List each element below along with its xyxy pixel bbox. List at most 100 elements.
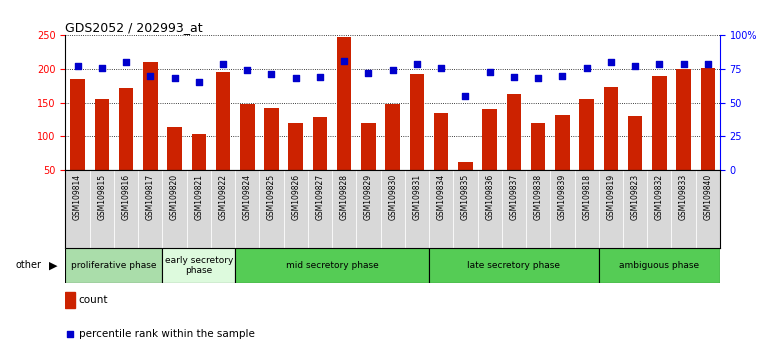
Text: mid secretory phase: mid secretory phase <box>286 261 379 270</box>
Bar <box>211 170 235 248</box>
Bar <box>599 248 720 283</box>
Text: percentile rank within the sample: percentile rank within the sample <box>79 329 254 339</box>
Bar <box>283 170 308 248</box>
Text: early secretory
phase: early secretory phase <box>165 256 233 275</box>
Bar <box>676 69 691 170</box>
Point <box>95 65 108 70</box>
Text: GSM109829: GSM109829 <box>364 174 373 220</box>
Text: count: count <box>79 295 108 305</box>
Text: GSM109825: GSM109825 <box>267 174 276 220</box>
Text: GSM109838: GSM109838 <box>534 174 543 220</box>
Bar <box>240 104 255 170</box>
Bar <box>65 292 75 308</box>
Text: GSM109822: GSM109822 <box>219 174 227 220</box>
Bar <box>65 248 162 283</box>
Bar <box>599 170 623 248</box>
Point <box>484 69 496 75</box>
Bar <box>429 170 454 248</box>
Point <box>604 59 617 65</box>
Text: GSM109821: GSM109821 <box>194 174 203 220</box>
Bar <box>628 116 642 170</box>
Bar <box>289 123 303 170</box>
Text: GSM109828: GSM109828 <box>340 174 349 220</box>
Point <box>629 63 641 69</box>
Bar <box>332 170 357 248</box>
Bar <box>551 170 574 248</box>
Point <box>120 59 132 65</box>
Bar <box>162 248 235 283</box>
Bar <box>477 170 502 248</box>
Bar <box>574 170 599 248</box>
Bar <box>410 74 424 170</box>
Point <box>241 68 253 73</box>
Text: GSM109827: GSM109827 <box>316 174 324 220</box>
Bar <box>70 79 85 170</box>
Bar <box>361 123 376 170</box>
Text: GSM109816: GSM109816 <box>122 174 131 220</box>
Point <box>144 73 156 79</box>
Bar <box>701 68 715 170</box>
Text: GSM109831: GSM109831 <box>413 174 421 220</box>
Text: GSM109814: GSM109814 <box>73 174 82 220</box>
Bar <box>531 123 545 170</box>
Text: GSM109819: GSM109819 <box>606 174 615 220</box>
Point <box>507 74 520 80</box>
Text: ambiguous phase: ambiguous phase <box>619 261 699 270</box>
Bar <box>186 170 211 248</box>
Bar <box>235 170 259 248</box>
Text: GSM109823: GSM109823 <box>631 174 640 220</box>
Text: GSM109837: GSM109837 <box>510 174 518 220</box>
Point <box>678 61 690 67</box>
Point <box>556 73 568 79</box>
Bar <box>380 170 405 248</box>
Bar <box>119 88 133 170</box>
Text: GSM109817: GSM109817 <box>146 174 155 220</box>
Point <box>428 136 440 141</box>
Bar <box>308 170 332 248</box>
Point <box>266 72 278 77</box>
Bar <box>429 248 599 283</box>
Bar <box>579 99 594 170</box>
Text: GSM109840: GSM109840 <box>703 174 712 220</box>
Text: proliferative phase: proliferative phase <box>71 261 156 270</box>
Bar <box>162 170 186 248</box>
Bar <box>502 170 526 248</box>
Bar <box>526 170 551 248</box>
Point <box>72 63 84 69</box>
Bar <box>313 118 327 170</box>
Bar <box>192 133 206 170</box>
Text: GSM109820: GSM109820 <box>170 174 179 220</box>
Bar <box>507 94 521 170</box>
Point <box>701 61 714 67</box>
Bar <box>671 170 696 248</box>
Bar <box>95 99 109 170</box>
Text: GSM109834: GSM109834 <box>437 174 446 220</box>
Text: GDS2052 / 202993_at: GDS2052 / 202993_at <box>65 21 203 34</box>
Text: GSM109832: GSM109832 <box>654 174 664 220</box>
Point <box>435 65 447 70</box>
Text: GSM109833: GSM109833 <box>679 174 688 220</box>
Bar <box>235 248 429 283</box>
Point <box>217 61 229 67</box>
Bar <box>138 170 162 248</box>
Bar <box>264 108 279 170</box>
Bar <box>555 115 570 170</box>
Bar <box>405 170 429 248</box>
Point <box>532 76 544 81</box>
Point <box>338 58 350 64</box>
Text: GSM109836: GSM109836 <box>485 174 494 220</box>
Point <box>653 61 665 67</box>
Text: GSM109830: GSM109830 <box>388 174 397 220</box>
Bar <box>259 170 283 248</box>
Bar <box>216 72 230 170</box>
Bar <box>623 170 648 248</box>
Point <box>169 76 181 81</box>
Bar <box>114 170 138 248</box>
Bar <box>482 109 497 170</box>
Bar <box>89 170 114 248</box>
Text: GSM109824: GSM109824 <box>243 174 252 220</box>
Bar <box>386 104 400 170</box>
Text: GSM109826: GSM109826 <box>291 174 300 220</box>
Point <box>290 76 302 81</box>
Bar <box>65 170 89 248</box>
